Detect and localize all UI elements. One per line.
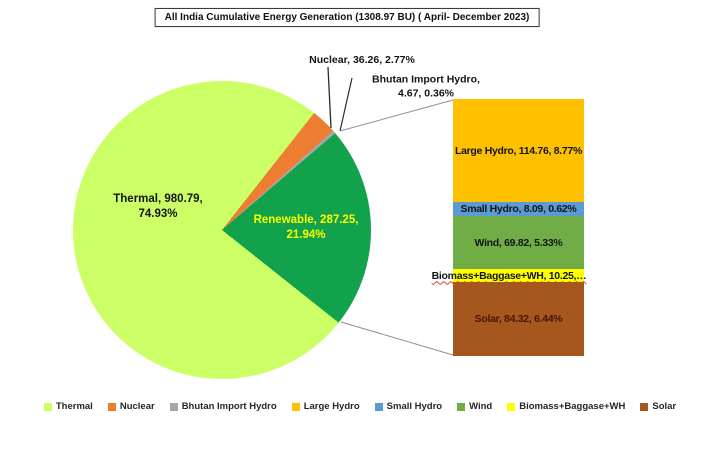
legend-label-thermal: Thermal <box>55 401 93 412</box>
legend-label-solar: Solar <box>652 401 677 412</box>
legend-swatch-small-hydro <box>374 402 383 411</box>
chart-title: All India Cumulative Energy Generation (… <box>154 8 540 27</box>
legend-item-small-hydro: Small Hydro <box>374 401 443 412</box>
renewable-breakdown-bar: Large Hydro, 114.76, 8.77% Small Hydro, … <box>432 99 587 356</box>
legend-item-nuclear: Nuclear <box>107 401 155 412</box>
pie-label-renewable: Renewable, 287.25, 21.94% <box>254 213 359 243</box>
bar-segment-large-hydro-label: Large Hydro, 114.76, 8.77% <box>454 144 583 157</box>
legend-label-large-hydro: Large Hydro <box>303 401 360 412</box>
pie-label-thermal-line1: Thermal, 980.79, <box>113 193 203 206</box>
legend-swatch-bhutan-import-hydro <box>169 402 178 411</box>
legend-swatch-large-hydro <box>291 402 300 411</box>
legend-item-bhutan-import-hydro: Bhutan Import Hydro <box>169 401 277 412</box>
legend-label-wind: Wind <box>469 401 493 412</box>
series-connector-bottom <box>340 321 454 356</box>
legend-swatch-wind <box>457 402 466 411</box>
bar-segment-solar: Solar, 84.32, 6.44% <box>453 282 584 356</box>
legend-item-solar: Solar <box>640 401 676 412</box>
legend: Thermal Nuclear Bhutan Import Hydro Larg… <box>0 401 720 412</box>
pie-label-bhutan-line1: Bhutan Import Hydro, <box>372 73 480 86</box>
legend-label-bhutan-import-hydro: Bhutan Import Hydro <box>181 401 277 412</box>
pie-chart <box>73 81 371 379</box>
bar-segment-wind: Wind, 69.82, 5.33% <box>453 216 584 269</box>
pie-label-thermal: Thermal, 980.79, 74.93% <box>113 192 203 222</box>
legend-item-large-hydro: Large Hydro <box>291 401 360 412</box>
legend-item-wind: Wind <box>457 401 492 412</box>
bar-segment-solar-label: Solar, 84.32, 6.44% <box>474 313 563 325</box>
bhutan-leader-line <box>339 77 353 132</box>
bar-segment-biomass: Biomass+Baggase+WH, 10.25,… <box>432 269 587 282</box>
nuclear-leader-line <box>327 66 332 129</box>
legend-label-biomass: Biomass+Baggase+WH <box>519 401 626 412</box>
series-connector-top <box>339 99 454 132</box>
pie-label-renewable-line2: 21.94% <box>286 229 326 241</box>
bar-segment-wind-label: Wind, 69.82, 5.33% <box>474 236 563 249</box>
bar-segment-small-hydro: Small Hydro, 8.09, 0.62% <box>453 202 584 216</box>
pie-label-renewable-line1: Renewable, 287.25, <box>253 214 359 227</box>
bar-segment-large-hydro: Large Hydro, 114.76, 8.77% <box>453 99 584 202</box>
bar-segment-small-hydro-label: Small Hydro, 8.09, 0.62% <box>460 203 577 215</box>
pie-label-bhutan-import-hydro: Bhutan Import Hydro, 4.67, 0.36% <box>372 73 480 100</box>
legend-swatch-thermal <box>43 402 52 411</box>
legend-swatch-biomass <box>507 402 516 411</box>
legend-swatch-solar <box>640 402 649 411</box>
pie-label-thermal-line2: 74.93% <box>138 208 178 220</box>
legend-swatch-nuclear <box>107 402 116 411</box>
bar-segment-biomass-label: Biomass+Baggase+WH, 10.25,… <box>431 269 587 282</box>
legend-label-nuclear: Nuclear <box>119 401 155 412</box>
legend-label-small-hydro: Small Hydro <box>386 401 443 412</box>
pie-label-bhutan-line2: 4.67, 0.36% <box>397 87 455 99</box>
legend-item-thermal: Thermal <box>43 401 93 412</box>
legend-item-biomass: Biomass+Baggase+WH <box>507 401 625 412</box>
pie-label-nuclear: Nuclear, 36.26, 2.77% <box>309 54 415 67</box>
